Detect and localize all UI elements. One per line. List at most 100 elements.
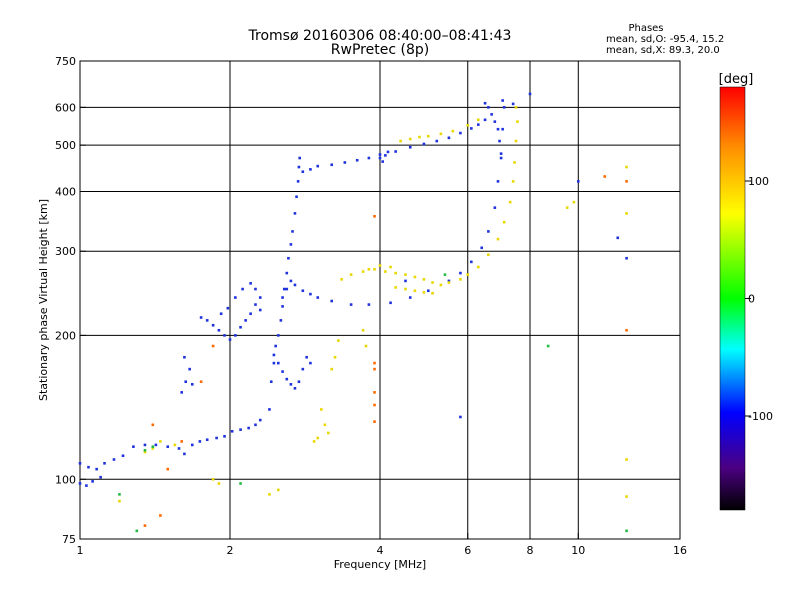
- data-point-0: [282, 287, 286, 291]
- data-point-0: [447, 279, 451, 283]
- x-tick-label: 4: [377, 544, 384, 557]
- data-point-0: [234, 296, 237, 299]
- data-point-0: [309, 361, 312, 365]
- data-point-1: [413, 275, 417, 279]
- data-point-0: [293, 283, 297, 287]
- data-point-0: [132, 445, 135, 448]
- y-tick-label: 200: [55, 329, 76, 342]
- data-point-0: [487, 230, 490, 233]
- data-point-1: [211, 477, 215, 481]
- data-point-0: [483, 101, 487, 105]
- y-tick-label: 750: [55, 55, 76, 68]
- data-point-1: [173, 443, 177, 447]
- y-axis-label: Stationary phase Virtual Height [km]: [37, 199, 50, 401]
- data-point-2: [603, 175, 607, 178]
- chart-title: Tromsø 20160306 08:40:00–08:41:43: [248, 28, 512, 44]
- data-point-0: [394, 150, 397, 153]
- data-point-1: [451, 129, 455, 133]
- data-point-1: [312, 440, 316, 443]
- data-point-0: [477, 123, 480, 126]
- data-point-0: [166, 445, 170, 448]
- data-point-0: [298, 156, 302, 160]
- data-point-1: [431, 291, 434, 295]
- x-tick-label: 16: [673, 544, 687, 557]
- data-point-0: [470, 127, 473, 130]
- data-point-0: [269, 380, 273, 384]
- data-point-1: [502, 220, 506, 224]
- data-point-0: [239, 428, 242, 431]
- data-point-0: [404, 279, 407, 283]
- data-point-0: [281, 296, 284, 299]
- data-point-1: [378, 264, 382, 267]
- data-point-0: [496, 180, 500, 183]
- data-point-1: [323, 423, 327, 427]
- data-point-0: [384, 154, 387, 157]
- data-point-0: [244, 319, 247, 322]
- data-point-0: [103, 462, 106, 465]
- data-point-1: [404, 273, 407, 276]
- x-axis-ticks: 1 2 4 6 8 10 16: [77, 533, 687, 557]
- data-point-1: [364, 344, 368, 348]
- data-point-1: [394, 286, 397, 289]
- data-point-0: [91, 480, 94, 483]
- data-point-3: [151, 445, 155, 448]
- x-tick-label: 10: [571, 544, 585, 557]
- data-point-2: [143, 524, 147, 527]
- data-point-1: [466, 124, 470, 127]
- data-point-0: [493, 206, 497, 209]
- data-point-0: [498, 139, 501, 143]
- data-point-0: [217, 328, 221, 332]
- data-point-1: [316, 436, 320, 440]
- colorbar-tick-label: 0: [748, 293, 755, 306]
- data-point-0: [289, 383, 293, 386]
- data-point-1: [413, 289, 417, 293]
- data-point-0: [343, 161, 347, 164]
- data-point-0: [381, 160, 384, 163]
- data-point-0: [296, 180, 300, 183]
- data-point-0: [183, 452, 186, 456]
- data-point-0: [285, 377, 289, 381]
- data-point-1: [276, 488, 280, 492]
- data-point-0: [309, 168, 312, 171]
- data-point-2: [373, 367, 376, 371]
- data-point-3: [143, 448, 147, 452]
- colorbar-tick-label: -100: [748, 410, 773, 423]
- data-point-0: [198, 440, 202, 443]
- data-point-0: [496, 127, 500, 131]
- data-point-0: [95, 467, 98, 471]
- data-point-0: [258, 296, 262, 299]
- y-tick-label: 100: [55, 473, 76, 486]
- data-point-1: [459, 278, 462, 281]
- x-tick-label: 2: [227, 544, 234, 557]
- data-point-0: [422, 142, 426, 146]
- y-tick-label: 500: [55, 139, 76, 152]
- data-point-1: [487, 253, 490, 257]
- data-point-1: [333, 355, 337, 359]
- data-point-1: [439, 132, 443, 136]
- data-point-3: [239, 482, 242, 485]
- data-point-0: [616, 236, 620, 240]
- x-axis-label: Frequency [MHz]: [334, 558, 426, 571]
- y-tick-label: 400: [55, 185, 76, 198]
- data-point-1: [151, 447, 155, 450]
- y-tick-label: 300: [55, 245, 76, 258]
- data-point-0: [501, 99, 504, 102]
- data-point-1: [408, 137, 412, 141]
- data-point-1: [422, 278, 426, 281]
- data-point-0: [316, 296, 320, 299]
- data-point-0: [223, 435, 226, 438]
- data-point-2: [373, 214, 376, 218]
- data-point-2: [625, 328, 628, 332]
- data-point-1: [447, 281, 451, 284]
- data-point-0: [301, 289, 305, 293]
- data-point-1: [340, 278, 343, 281]
- data-point-3: [135, 529, 139, 533]
- data-point-0: [367, 303, 371, 306]
- data-point-1: [477, 118, 480, 122]
- data-point-1: [516, 120, 519, 123]
- data-point-1: [431, 281, 434, 284]
- data-point-0: [502, 106, 506, 109]
- data-point-1: [477, 265, 480, 269]
- data-point-1: [337, 339, 340, 342]
